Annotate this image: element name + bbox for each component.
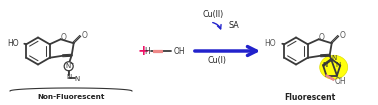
Text: SA: SA [229, 20, 239, 30]
Text: N: N [331, 55, 336, 61]
Text: HO: HO [8, 39, 19, 48]
Ellipse shape [320, 55, 348, 79]
Text: Fluorescent: Fluorescent [284, 93, 336, 102]
Text: O: O [340, 31, 345, 40]
Text: HO: HO [265, 39, 276, 48]
Text: N: N [336, 62, 341, 68]
Text: −: − [70, 62, 74, 67]
Text: N: N [65, 63, 71, 69]
Text: O: O [82, 31, 88, 40]
Text: Cu(I): Cu(I) [207, 56, 226, 66]
Text: Non-Fluorescent: Non-Fluorescent [37, 94, 105, 100]
Text: H: H [144, 47, 150, 56]
Text: O: O [319, 33, 325, 42]
Text: N: N [322, 62, 328, 68]
Text: O: O [61, 33, 67, 42]
Text: N: N [66, 74, 71, 80]
Text: OH: OH [173, 47, 185, 56]
Text: N: N [74, 76, 79, 82]
Text: OH: OH [335, 77, 346, 86]
Text: +: + [137, 44, 149, 58]
Text: Cu(II): Cu(II) [202, 10, 224, 20]
